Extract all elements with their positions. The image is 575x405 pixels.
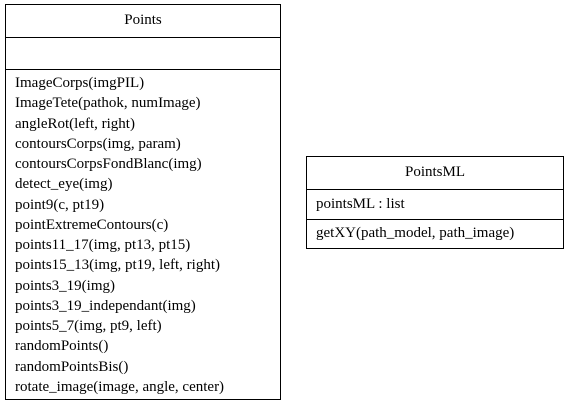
method-points5-7: points5_7(img, pt9, left) xyxy=(15,318,162,334)
attributes-section-points xyxy=(6,37,280,69)
method-getxy: getXY(path_model, path_image) xyxy=(316,225,515,241)
method-randompointsbis: randomPointsBis() xyxy=(15,358,129,375)
method-point9: point9(c, pt19) xyxy=(15,196,105,213)
class-name-points: Points xyxy=(124,12,162,28)
method-points3-19: points3_19(img) xyxy=(15,277,115,294)
method-rotate-image: rotate_image(image, angle, center) xyxy=(15,378,225,395)
method-pointextremecontours: pointExtremeContours(c) xyxy=(15,216,169,233)
method-imagetete: ImageTete(pathok, numImage) xyxy=(15,95,201,112)
class-box-pointsml: PointsML pointsML : list getXY(path_mode… xyxy=(306,156,564,249)
class-name-pointsml: PointsML xyxy=(404,164,465,180)
methods-section-pointsml: getXY(path_model, path_image) xyxy=(307,219,563,243)
attributes-section-pointsml: pointsML : list xyxy=(307,189,563,219)
method-contourscorpsfondblanc: contoursCorpsFondBlanc(img) xyxy=(15,156,202,172)
method-points15-13: points15_13(img, pt19, left, right) xyxy=(15,257,220,274)
methods-section-points: ImageCorps(imgPIL) ImageTete(pathok, num… xyxy=(6,69,280,397)
class-box-points: Points ImageCorps(imgPIL) ImageTete(path… xyxy=(5,4,281,400)
method-imagecorps: ImageCorps(imgPIL) xyxy=(15,75,145,91)
method-contourscorps: contoursCorps(img, param) xyxy=(15,135,181,152)
method-detect-eye: detect_eye(img) xyxy=(15,176,113,193)
method-points3-19-independant: points3_19_independant(img) xyxy=(15,297,196,314)
attribute-pointsml: pointsML : list xyxy=(316,196,405,212)
method-anglerot: angleRot(left, right) xyxy=(15,115,135,132)
method-points11-17: points11_17(img, pt13, pt15) xyxy=(15,237,191,253)
method-randompoints: randomPoints() xyxy=(15,338,109,355)
